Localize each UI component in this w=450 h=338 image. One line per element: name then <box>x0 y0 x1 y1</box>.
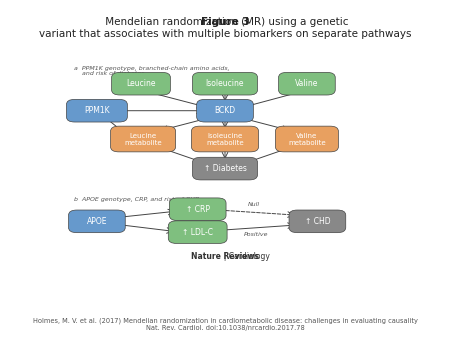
Text: BCKD: BCKD <box>215 106 235 115</box>
Text: Isoleucine
metabolite: Isoleucine metabolite <box>206 132 244 145</box>
FancyBboxPatch shape <box>275 126 338 152</box>
FancyBboxPatch shape <box>279 72 335 95</box>
Text: Isoleucine: Isoleucine <box>206 79 244 88</box>
FancyBboxPatch shape <box>68 210 125 233</box>
FancyBboxPatch shape <box>112 72 171 95</box>
Text: ↑ CHD: ↑ CHD <box>305 217 330 226</box>
FancyBboxPatch shape <box>67 99 127 122</box>
Text: Holmes, M. V. et al. (2017) Mendelian randomization in cardiometabolic disease: : Holmes, M. V. et al. (2017) Mendelian ra… <box>32 318 418 331</box>
Text: | Cardiology: | Cardiology <box>180 251 270 261</box>
Text: Mendelian randomization (MR) using a genetic
variant that associates with multip: Mendelian randomization (MR) using a gen… <box>39 17 411 39</box>
FancyBboxPatch shape <box>193 72 257 95</box>
Text: APOE: APOE <box>87 217 107 226</box>
Text: Positive: Positive <box>244 232 269 237</box>
Text: ↑ CRP: ↑ CRP <box>186 205 210 214</box>
Text: a  PPM1K genotype, branched-chain amino acids,
    and risk of diabetes: a PPM1K genotype, branched-chain amino a… <box>74 66 230 76</box>
Text: ↑ Diabetes: ↑ Diabetes <box>203 164 247 173</box>
FancyBboxPatch shape <box>111 126 176 152</box>
FancyBboxPatch shape <box>289 210 346 233</box>
Text: PPM1K: PPM1K <box>84 106 110 115</box>
FancyBboxPatch shape <box>169 198 226 221</box>
FancyBboxPatch shape <box>193 157 257 180</box>
Text: Figure 3: Figure 3 <box>201 17 249 27</box>
Text: ↑ LDL-C: ↑ LDL-C <box>182 228 213 237</box>
Text: Valine
metabolite: Valine metabolite <box>288 132 326 145</box>
FancyBboxPatch shape <box>197 99 253 122</box>
Text: Null: Null <box>248 202 260 207</box>
Text: b  APOE genotype, CRP, and risk of CHD: b APOE genotype, CRP, and risk of CHD <box>74 197 199 202</box>
Text: Leucine: Leucine <box>126 79 156 88</box>
Text: Leucine
metabolite: Leucine metabolite <box>124 132 162 145</box>
FancyBboxPatch shape <box>168 221 227 243</box>
Text: Valine: Valine <box>295 79 319 88</box>
Text: Nature Reviews: Nature Reviews <box>191 251 259 261</box>
FancyBboxPatch shape <box>191 126 259 152</box>
